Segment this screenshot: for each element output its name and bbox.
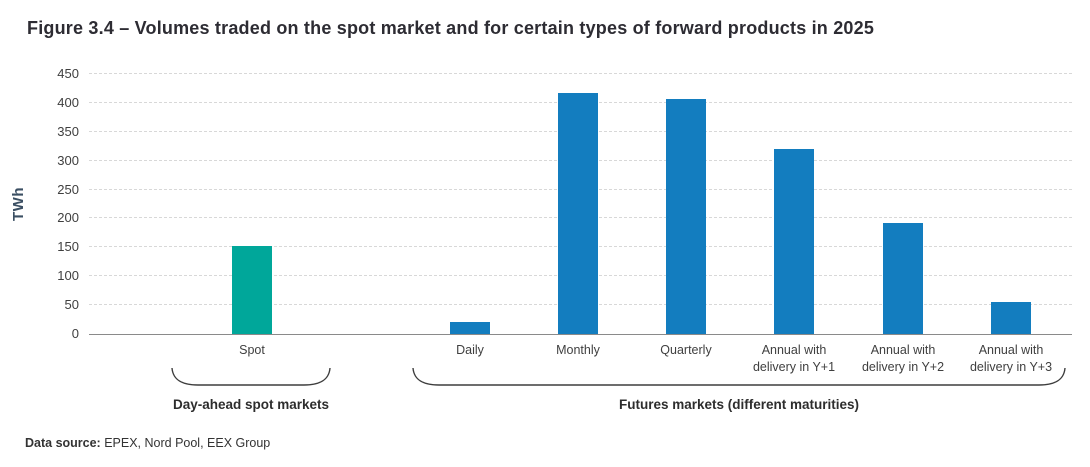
bar-monthly bbox=[558, 93, 598, 334]
data-source: Data source: EPEX, Nord Pool, EEX Group bbox=[25, 436, 270, 450]
group-label-futures: Futures markets (different maturities) bbox=[618, 397, 860, 412]
data-source-text: EPEX, Nord Pool, EEX Group bbox=[100, 436, 271, 450]
y-axis-title: TWh bbox=[10, 187, 27, 221]
y-tick-label: 350 bbox=[57, 123, 79, 139]
plot-area: 0 50 100 150 200 250 300 350 400 450 Spot Daily Mont… bbox=[57, 66, 1072, 374]
bar-annual-with-delivery-in-y-3 bbox=[991, 302, 1031, 334]
y-tick-label: 100 bbox=[57, 268, 79, 284]
bar-quarterly bbox=[666, 99, 706, 334]
x-tick-label: Annual with delivery in Y+1 bbox=[752, 343, 836, 374]
y-tick-label: 200 bbox=[57, 210, 79, 226]
futures-group-brace bbox=[412, 367, 1066, 386]
y-tick-label: 400 bbox=[57, 94, 79, 110]
x-tick-label: Annual with delivery in Y+2 bbox=[861, 343, 945, 374]
x-tick-label: Daily bbox=[456, 343, 484, 357]
gridline bbox=[89, 73, 1072, 74]
y-tick-label: 150 bbox=[57, 239, 79, 255]
x-tick-label: Quarterly bbox=[660, 343, 712, 357]
spot-group-brace bbox=[171, 367, 331, 386]
y-tick-label: 450 bbox=[57, 66, 79, 81]
figure-title: Figure 3.4 – Volumes traded on the spot … bbox=[27, 18, 875, 38]
bar-annual-with-delivery-in-y-2 bbox=[883, 223, 923, 334]
group-label-spot: Day-ahead spot markets bbox=[172, 397, 330, 412]
y-tick-label: 0 bbox=[71, 326, 79, 341]
y-tick-label: 50 bbox=[64, 297, 79, 313]
y-tick-label: 300 bbox=[57, 152, 79, 168]
bar-spot bbox=[232, 245, 272, 334]
bar-annual-with-delivery-in-y-1 bbox=[774, 148, 814, 334]
y-tick-label: 250 bbox=[57, 181, 79, 197]
bar-daily bbox=[450, 321, 490, 334]
x-tick-label: Monthly bbox=[556, 343, 600, 357]
x-tick-label: Annual with delivery in Y+3 bbox=[969, 343, 1053, 374]
x-tick-label: Spot bbox=[239, 343, 265, 357]
data-source-label: Data source: bbox=[25, 436, 101, 450]
